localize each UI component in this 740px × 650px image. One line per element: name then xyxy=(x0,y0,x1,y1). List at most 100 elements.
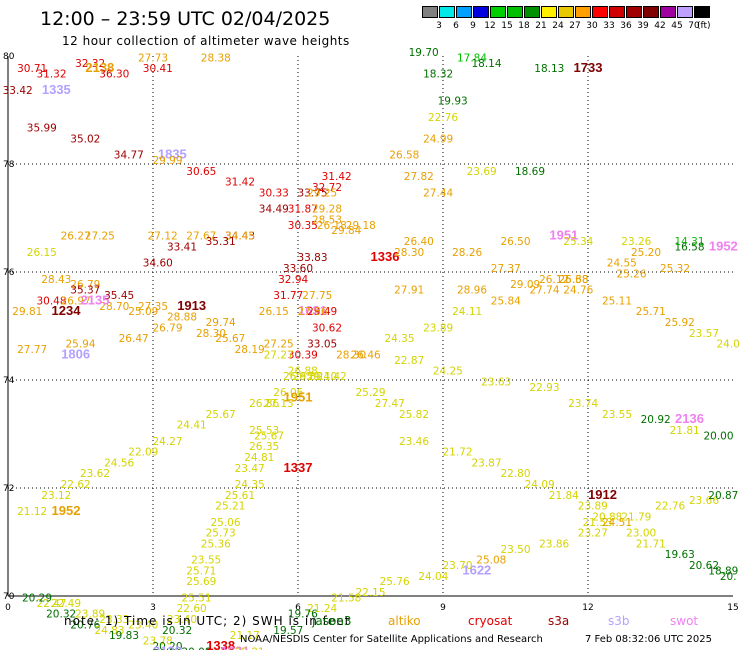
data-point-label: 20.00 xyxy=(703,430,733,442)
legend-swatch xyxy=(490,6,506,18)
data-point-label: 25.51 xyxy=(181,592,211,604)
data-point-label: 35.37 xyxy=(70,285,100,297)
data-point-label: 23.00 xyxy=(626,528,656,540)
data-point-label: 27.91 xyxy=(394,285,424,297)
data-point-label: 21.72 xyxy=(442,447,472,459)
data-point-label: 26.15 xyxy=(27,247,57,259)
mission-label: cryosat xyxy=(468,614,513,628)
data-point-label: 25.67 xyxy=(215,333,245,345)
data-point-label: 20.32 xyxy=(46,609,76,621)
data-point-label: 35.31 xyxy=(206,236,236,248)
data-point-label: 30.33 xyxy=(259,187,289,199)
data-point-label: 21.17 xyxy=(230,630,260,642)
data-point-label: 23.86 xyxy=(539,538,569,550)
data-point-label: 33.42 xyxy=(3,85,33,97)
data-point-label: 25.29 xyxy=(355,387,385,399)
data-point-label: 23.69 xyxy=(467,166,497,178)
legend-swatch xyxy=(524,6,540,18)
data-point-label: 20.88 xyxy=(592,511,622,523)
data-point-label: 26.15 xyxy=(259,306,289,318)
data-point-label: 31.77 xyxy=(273,290,303,302)
data-point-label: 27.44 xyxy=(423,187,453,199)
data-point-label: 19.83 xyxy=(109,630,139,642)
data-point-label: 23.47 xyxy=(235,463,265,475)
legend-swatch xyxy=(507,6,523,18)
data-point-label: 25.36 xyxy=(201,538,231,550)
data-point-label: 31.87 xyxy=(288,204,318,216)
data-point-label: 26.46 xyxy=(351,349,381,361)
mission-label: altiko xyxy=(388,614,421,628)
data-point-label: 26.47 xyxy=(119,333,149,345)
data-point-label: 19.57 xyxy=(273,625,303,637)
y-tick-label: 72 xyxy=(3,484,14,494)
data-point-label: 25.26 xyxy=(616,268,646,280)
data-point-time-label: 1806 xyxy=(61,346,90,361)
data-point-label: 21.81 xyxy=(670,425,700,437)
data-point-label: 34.77 xyxy=(114,150,144,162)
data-point-label: 30.35 xyxy=(288,220,318,232)
data-point-label: 26.50 xyxy=(500,236,530,248)
data-point-label: 25.76 xyxy=(380,576,410,588)
data-point-label: 24.51 xyxy=(602,517,632,529)
data-point-label: 29.18 xyxy=(346,220,376,232)
data-point-time-label: 2138 xyxy=(85,60,114,75)
data-point-label: 22.93 xyxy=(529,382,559,394)
data-point-label: 25.84 xyxy=(491,295,521,307)
data-point-label: 21.24 xyxy=(307,603,337,615)
data-point-label: 28.43 xyxy=(41,274,71,286)
data-point-label: 33.83 xyxy=(297,252,327,264)
data-point-label: 25.92 xyxy=(665,317,695,329)
data-point-label: 20.92 xyxy=(641,414,671,426)
data-point-label: 33.41 xyxy=(167,241,197,253)
page-title: 12:00 – 23:59 UTC 02/04/2025 xyxy=(40,8,331,30)
data-point-label: 19.76 xyxy=(288,609,318,621)
data-point-label: 31.32 xyxy=(36,69,66,81)
data-point-label: 22.15 xyxy=(355,587,385,599)
data-point-label: 25.53 xyxy=(249,425,279,437)
data-point-label: 24.27 xyxy=(152,436,182,448)
data-point-label: 27.35 xyxy=(138,301,168,313)
data-point-label: 31.42 xyxy=(322,171,352,183)
mission-label: s3a xyxy=(548,614,570,628)
data-point-label: 18.32 xyxy=(423,69,453,81)
data-point-label: 22.09 xyxy=(128,447,158,459)
data-point-label: 32.32 xyxy=(75,58,105,70)
data-point-label: 23.12 xyxy=(41,490,71,502)
data-point-label: 26.06 xyxy=(273,387,303,399)
data-point-time-label: 1952 xyxy=(709,238,738,253)
data-point-time-label: 1913 xyxy=(177,298,206,313)
data-point-label: 27.25 xyxy=(85,231,115,243)
data-point-label: 21.79 xyxy=(621,511,651,523)
data-point-label: 25.21 xyxy=(235,646,265,650)
data-point-label: 25.08 xyxy=(476,555,506,567)
data-point-label: 24.11 xyxy=(452,306,482,318)
data-point-label: 23.63 xyxy=(481,376,511,388)
data-point-label: 26.18 xyxy=(317,220,347,232)
data-point-label: 28.19 xyxy=(235,344,265,356)
data-point-label: 20.20 xyxy=(152,641,182,650)
data-point-time-label: 1337 xyxy=(284,460,313,475)
data-point-label: 23.89 xyxy=(75,609,105,621)
data-point-time-label: 1835 xyxy=(158,147,187,162)
data-point-label: 19.63 xyxy=(665,549,695,561)
data-point-time-label: 1733 xyxy=(574,60,603,75)
y-tick-label: 74 xyxy=(3,376,15,386)
data-point-label: 26.79 xyxy=(70,279,100,291)
legend-tick-label: 12 xyxy=(484,21,496,31)
legend-tick-label: 45 xyxy=(671,21,683,31)
data-point-time-label: 1234 xyxy=(52,303,82,318)
data-point-label: 23.62 xyxy=(80,468,110,480)
x-tick-label: 0 xyxy=(5,603,11,613)
data-point-label: 26.88 xyxy=(288,366,318,378)
data-point-label: 29.99 xyxy=(152,155,182,167)
data-point-label: 31.42 xyxy=(225,177,255,189)
data-point-label: 18.14 xyxy=(471,58,501,70)
data-point-label: 28.96 xyxy=(457,285,487,297)
data-point-label: 26.95 xyxy=(283,371,313,383)
data-point-label: 27.27 xyxy=(264,349,294,361)
data-point-label: 25.09 xyxy=(128,306,158,318)
data-point-label: 33.75 xyxy=(297,187,327,199)
data-point-label: 26.27 xyxy=(61,231,91,243)
legend-swatch xyxy=(439,6,455,18)
legend-tick-label: 27 xyxy=(569,21,581,31)
